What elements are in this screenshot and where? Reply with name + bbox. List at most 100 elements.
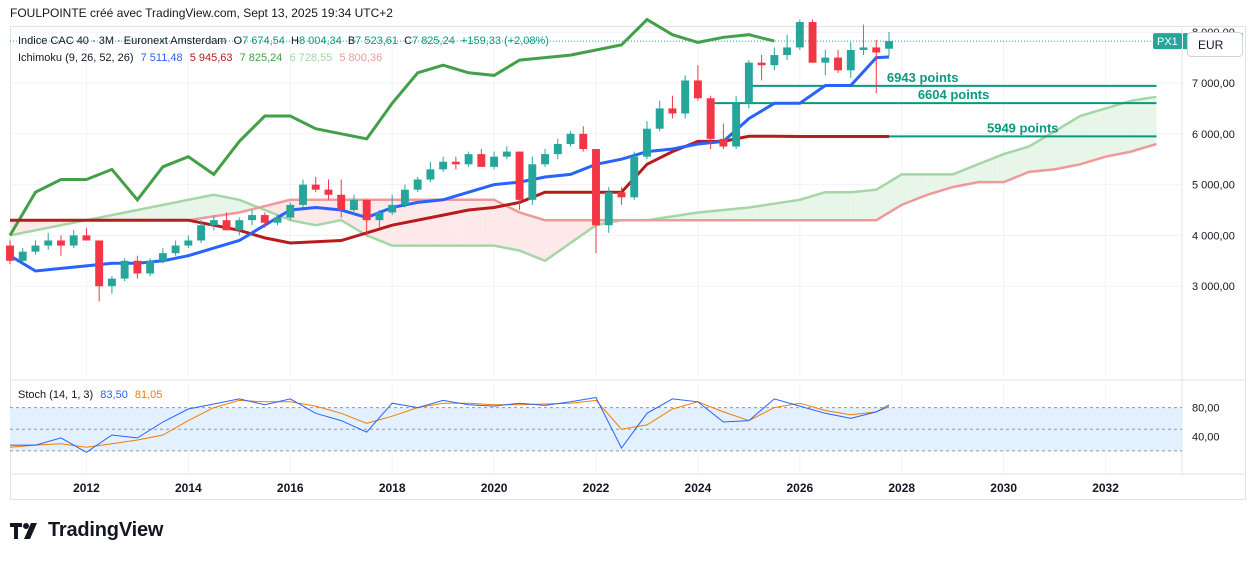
cloud-segment <box>959 169 966 186</box>
cloud-segment <box>978 161 985 183</box>
cloud-segment <box>1080 114 1087 165</box>
candle-body <box>31 245 40 252</box>
candle-body <box>693 80 702 99</box>
cloud-segment <box>213 194 221 217</box>
cloud-segment <box>220 196 227 216</box>
ichimoku-label[interactable]: Ichimoku (9, 26, 52, 26) <box>18 52 134 64</box>
cloud-segment <box>315 199 323 226</box>
level-label: 6604 points <box>918 87 990 102</box>
candle-body <box>388 204 397 213</box>
cloud-segment <box>156 204 163 221</box>
cloud-segment <box>309 199 316 226</box>
candle-body <box>630 156 639 198</box>
candle-body <box>146 260 155 274</box>
span-b-value: 5 800,36 <box>339 52 383 64</box>
candle-body <box>82 235 91 241</box>
candle-body <box>350 199 358 210</box>
cloud-segment <box>1048 131 1055 170</box>
cloud-segment <box>570 220 577 244</box>
time-tick-label: 2018 <box>379 481 406 495</box>
stoch-tick-label: 80,00 <box>1192 403 1220 415</box>
cloud-segment <box>1105 106 1112 157</box>
cloud-segment <box>373 199 380 241</box>
cloud-segment <box>462 199 469 246</box>
candle-body <box>311 184 320 190</box>
time-tick-label: 2022 <box>583 481 610 495</box>
tenkan-value: 7 511,48 <box>140 52 183 64</box>
cloud-segment <box>328 199 335 223</box>
cloud-segment <box>201 196 208 219</box>
cloud-segment <box>150 206 157 221</box>
cloud-segment <box>697 211 705 221</box>
cloud-segment <box>379 199 386 244</box>
candle-body <box>846 49 855 71</box>
candle-body <box>553 143 562 155</box>
cloud-segment <box>946 174 953 190</box>
cloud-segment <box>971 164 979 184</box>
cloud-segment <box>1111 104 1119 156</box>
cloud-segment <box>761 204 768 221</box>
candle-body <box>362 199 371 221</box>
main-legend: Indice CAC 40 · 3M · Euronext Amsterdam … <box>18 35 553 47</box>
time-tick-label: 2024 <box>685 481 712 495</box>
cloud-segment <box>1073 116 1081 166</box>
cloud-segment <box>717 210 724 221</box>
stoch-d-line <box>9 399 890 448</box>
cloud-segment <box>863 190 870 221</box>
cloud-segment <box>895 174 902 209</box>
currency-button[interactable]: EUR <box>1187 32 1243 57</box>
cloud-segment <box>500 203 507 249</box>
candle-body <box>834 57 842 71</box>
cloud-segment <box>780 201 788 221</box>
candle-body <box>859 47 868 50</box>
time-tick-label: 2026 <box>786 481 813 495</box>
cloud-segment <box>1092 110 1100 161</box>
candle-body <box>592 149 600 226</box>
stoch-label[interactable]: Stoch (14, 1, 3) <box>18 389 94 401</box>
cloud-segment <box>181 199 189 221</box>
cloud-segment <box>35 220 42 231</box>
cloud-segment <box>481 199 488 246</box>
candle-body <box>643 128 651 157</box>
cloud-segment <box>29 220 36 232</box>
cloud-segment <box>538 218 546 261</box>
symbol-name[interactable]: Indice CAC 40 · 3M · Euronext Amsterdam <box>18 35 227 47</box>
candle-body <box>222 220 231 231</box>
candle-body <box>719 138 728 147</box>
price-tick-label: 3 000,00 <box>1192 281 1235 293</box>
ichimoku-legend: Ichimoku (9, 26, 52, 26) 7 511,48 5 945,… <box>18 52 386 64</box>
cloud-segment <box>494 199 501 247</box>
cloud-segment <box>812 194 819 221</box>
candle-body <box>668 108 677 114</box>
cloud-segment <box>525 214 533 256</box>
candle-body <box>209 220 218 226</box>
cloud-segment <box>736 208 743 221</box>
cloud-segment <box>729 208 737 221</box>
candle-body <box>69 235 78 246</box>
cloud-segment <box>232 198 240 214</box>
cloud-segment <box>889 178 896 213</box>
time-tick-label: 2020 <box>481 481 508 495</box>
stoch-legend: Stoch (14, 1, 3) 83,50 81,05 <box>18 389 166 401</box>
cloud-segment <box>965 166 972 185</box>
cloud-segment <box>952 171 960 188</box>
cloud-segment <box>545 220 552 261</box>
time-tick-label: 2016 <box>277 481 304 495</box>
cloud-segment <box>169 202 176 221</box>
cloud-segment <box>1003 152 1011 183</box>
cloud-segment <box>1029 142 1036 172</box>
chart-header: FOULPOINTE créé avec TradingView.com, Se… <box>10 6 393 20</box>
cloud-segment <box>1131 99 1138 152</box>
candle-body <box>6 245 14 261</box>
cloud-segment <box>927 174 934 195</box>
cloud-segment <box>449 199 456 246</box>
candle-body <box>617 192 626 198</box>
price-tick-label: 5 000,00 <box>1192 180 1235 192</box>
tradingview-logo: TradingView <box>10 519 163 542</box>
candle-body <box>133 260 142 274</box>
cloud-segment <box>767 203 775 221</box>
candle-body <box>490 156 499 167</box>
price-tick-label: 7 000,00 <box>1192 78 1235 90</box>
cloud-segment <box>742 207 749 221</box>
